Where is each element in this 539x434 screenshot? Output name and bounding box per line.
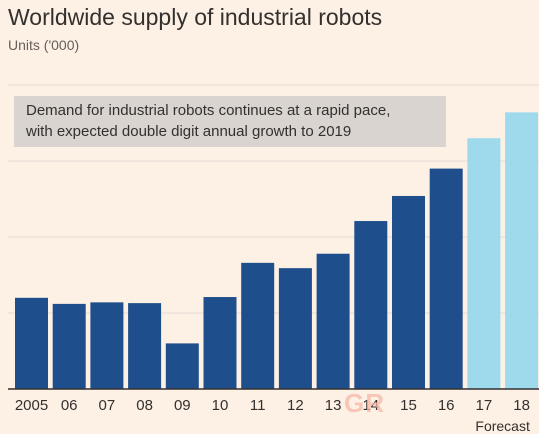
x-tick-18: 18 (513, 397, 530, 414)
x-tick-2005: 2005 (15, 397, 48, 414)
x-tick-14: 14 (362, 397, 379, 414)
bar-10 (203, 297, 237, 389)
bar-16 (429, 168, 463, 389)
chart-subtitle: Units ('000) (8, 37, 80, 53)
bar-09 (165, 343, 199, 389)
bars (15, 112, 539, 390)
x-tick-16: 16 (438, 397, 455, 414)
bar-2005 (15, 297, 48, 389)
bar-07 (90, 302, 124, 389)
forecast-label: Forecast (475, 418, 530, 434)
x-tick-08: 08 (136, 397, 153, 414)
x-tick-12: 12 (287, 397, 304, 414)
x-tick-17: 17 (476, 397, 493, 414)
bar-11 (241, 262, 275, 389)
x-tick-06: 06 (61, 397, 78, 414)
bar-17 (467, 138, 501, 389)
x-tick-10: 10 (212, 397, 229, 414)
x-tick-labels: 20050607080910111213141516171819 (15, 397, 530, 414)
x-tick-07: 07 (99, 397, 116, 414)
bar-15 (392, 195, 425, 389)
bar-12 (278, 268, 312, 389)
bar-18 (505, 112, 539, 390)
chart-title: Worldwide supply of industrial robots (8, 4, 383, 30)
annotation-line-2: with expected double digit annual growth… (26, 123, 352, 140)
bar-14 (354, 221, 388, 389)
bar-06 (52, 303, 86, 389)
bar-08 (128, 303, 162, 389)
x-tick-13: 13 (325, 397, 342, 414)
x-tick-09: 09 (174, 397, 191, 414)
x-tick-15: 15 (400, 397, 417, 414)
annotation-line-1: Demand for industrial robots continues a… (26, 102, 391, 119)
x-tick-11: 11 (250, 397, 266, 414)
annotation-box: Demand for industrial robots continues a… (14, 96, 446, 147)
watermark-logo: GR (344, 388, 385, 418)
bar-13 (316, 253, 350, 389)
